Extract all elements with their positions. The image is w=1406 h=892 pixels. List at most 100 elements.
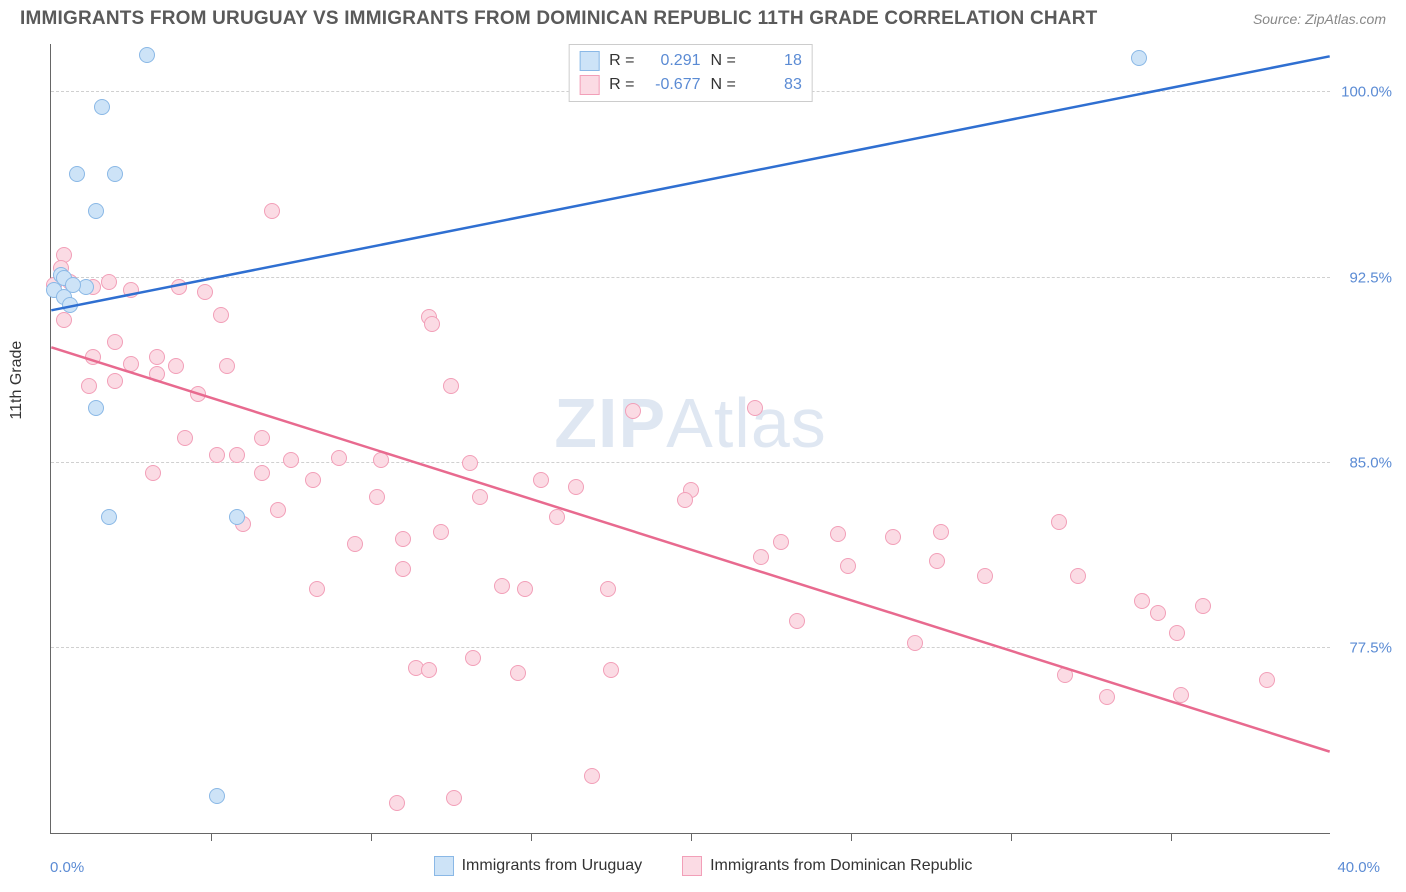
scatter-point-blue xyxy=(94,99,110,115)
y-axis-label: 11th Grade xyxy=(8,341,26,420)
scatter-point-pink xyxy=(433,524,449,540)
scatter-point-pink xyxy=(773,534,789,550)
scatter-point-pink xyxy=(907,635,923,651)
scatter-point-pink xyxy=(446,790,462,806)
legend-swatch-blue-bottom xyxy=(434,856,454,876)
scatter-point-pink xyxy=(209,447,225,463)
r-value-pink: -0.677 xyxy=(645,76,701,94)
scatter-point-pink xyxy=(933,524,949,540)
chart-title: IMMIGRANTS FROM URUGUAY VS IMMIGRANTS FR… xyxy=(20,8,1097,30)
scatter-point-blue xyxy=(88,400,104,416)
header-bar: IMMIGRANTS FROM URUGUAY VS IMMIGRANTS FR… xyxy=(0,0,1406,34)
x-tick xyxy=(691,833,692,841)
scatter-point-pink xyxy=(331,450,347,466)
chart-area: 11th Grade ZIPAtlas R = 0.291 N = 18 R =… xyxy=(0,34,1406,884)
scatter-point-pink xyxy=(149,366,165,382)
scatter-point-pink xyxy=(549,509,565,525)
scatter-point-pink xyxy=(517,581,533,597)
scatter-point-pink xyxy=(219,358,235,374)
scatter-point-blue xyxy=(1131,50,1147,66)
x-tick xyxy=(531,833,532,841)
scatter-point-pink xyxy=(789,613,805,629)
scatter-point-pink xyxy=(443,378,459,394)
scatter-point-pink xyxy=(149,349,165,365)
scatter-point-pink xyxy=(753,549,769,565)
scatter-point-pink xyxy=(389,795,405,811)
y-tick-label: 92.5% xyxy=(1349,269,1392,286)
scatter-point-pink xyxy=(600,581,616,597)
trend-line xyxy=(51,347,1329,751)
scatter-point-pink xyxy=(197,284,213,300)
scatter-point-pink xyxy=(101,274,117,290)
scatter-point-pink xyxy=(254,465,270,481)
scatter-point-pink xyxy=(190,386,206,402)
r-label-blue: R = xyxy=(609,52,634,70)
scatter-point-pink xyxy=(625,403,641,419)
scatter-point-pink xyxy=(1070,568,1086,584)
x-tick xyxy=(1171,833,1172,841)
n-label-pink: N = xyxy=(711,76,736,94)
legend-item-blue: Immigrants from Uruguay xyxy=(434,856,643,876)
source-label: Source: ZipAtlas.com xyxy=(1253,11,1386,27)
scatter-point-pink xyxy=(840,558,856,574)
legend-label-pink: Immigrants from Dominican Republic xyxy=(710,857,972,875)
scatter-point-blue xyxy=(229,509,245,525)
scatter-point-pink xyxy=(264,203,280,219)
scatter-point-pink xyxy=(1169,625,1185,641)
scatter-point-pink xyxy=(145,465,161,481)
scatter-point-pink xyxy=(747,400,763,416)
legend-label-blue: Immigrants from Uruguay xyxy=(462,857,643,875)
scatter-point-blue xyxy=(101,509,117,525)
r-label-pink: R = xyxy=(609,76,634,94)
scatter-point-pink xyxy=(568,479,584,495)
scatter-point-pink xyxy=(81,378,97,394)
x-tick xyxy=(371,833,372,841)
scatter-point-pink xyxy=(213,307,229,323)
plot-region: ZIPAtlas R = 0.291 N = 18 R = -0.677 N =… xyxy=(50,44,1330,834)
scatter-point-pink xyxy=(171,279,187,295)
scatter-point-pink xyxy=(1099,689,1115,705)
scatter-point-pink xyxy=(465,650,481,666)
scatter-point-pink xyxy=(677,492,693,508)
scatter-point-pink xyxy=(270,502,286,518)
watermark-atlas: Atlas xyxy=(666,384,827,462)
watermark-zip: ZIP xyxy=(554,384,666,462)
n-value-pink: 83 xyxy=(746,76,802,94)
scatter-point-pink xyxy=(107,373,123,389)
x-tick xyxy=(851,833,852,841)
y-tick-label: 85.0% xyxy=(1349,454,1392,471)
scatter-point-pink xyxy=(168,358,184,374)
scatter-point-pink xyxy=(373,452,389,468)
scatter-point-pink xyxy=(56,312,72,328)
scatter-point-pink xyxy=(123,356,139,372)
x-tick xyxy=(211,833,212,841)
scatter-point-blue xyxy=(139,47,155,63)
correlation-row-pink: R = -0.677 N = 83 xyxy=(579,73,802,97)
y-tick-label: 77.5% xyxy=(1349,639,1392,656)
scatter-point-pink xyxy=(421,662,437,678)
scatter-point-blue xyxy=(209,788,225,804)
legend-swatch-pink xyxy=(579,75,599,95)
scatter-point-pink xyxy=(929,553,945,569)
x-tick xyxy=(1011,833,1012,841)
scatter-point-pink xyxy=(369,489,385,505)
correlation-legend-box: R = 0.291 N = 18 R = -0.677 N = 83 xyxy=(568,44,813,102)
scatter-point-pink xyxy=(395,561,411,577)
n-label-blue: N = xyxy=(711,52,736,70)
scatter-point-blue xyxy=(62,297,78,313)
scatter-point-pink xyxy=(107,334,123,350)
scatter-point-pink xyxy=(494,578,510,594)
scatter-point-pink xyxy=(305,472,321,488)
gridline: 85.0% xyxy=(51,462,1330,463)
scatter-point-pink xyxy=(533,472,549,488)
legend-item-pink: Immigrants from Dominican Republic xyxy=(682,856,972,876)
scatter-point-pink xyxy=(283,452,299,468)
scatter-point-pink xyxy=(1057,667,1073,683)
y-tick-label: 100.0% xyxy=(1341,84,1392,101)
watermark: ZIPAtlas xyxy=(554,383,827,463)
scatter-point-pink xyxy=(1150,605,1166,621)
scatter-point-pink xyxy=(309,581,325,597)
scatter-point-pink xyxy=(347,536,363,552)
scatter-point-pink xyxy=(977,568,993,584)
legend-swatch-pink-bottom xyxy=(682,856,702,876)
